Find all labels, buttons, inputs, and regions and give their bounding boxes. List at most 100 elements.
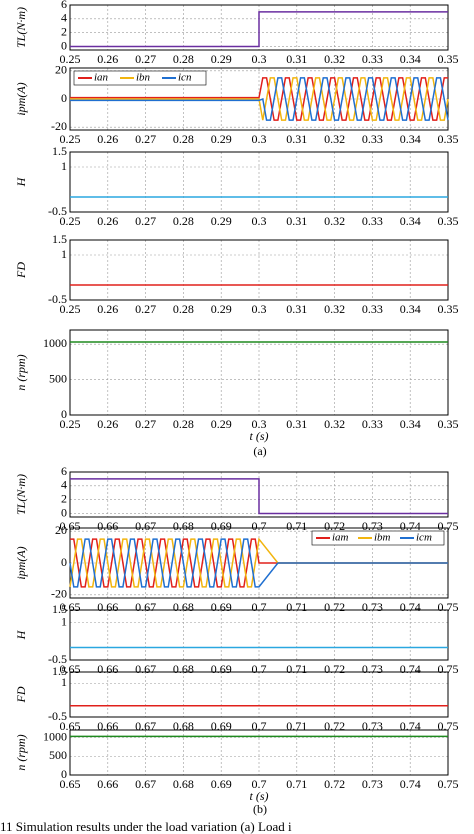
x-tick-label: 0.33	[362, 214, 383, 228]
y-tick-label: 6	[61, 464, 67, 478]
x-tick-label: 0.73	[362, 719, 383, 733]
y-tick-label: 20	[55, 63, 67, 77]
y-tick-label: -0.5	[48, 292, 67, 306]
x-tick-label: 0.35	[438, 417, 459, 431]
x-tick-label: 0.32	[324, 417, 345, 431]
x-tick-label: 0.25	[60, 417, 81, 431]
y-tick-label: 2	[61, 491, 67, 505]
x-tick-label: 0.29	[211, 52, 232, 66]
x-tick-label: 0.34	[400, 52, 421, 66]
x-tick-label: 0.75	[438, 719, 459, 733]
x-tick-label: 0.25	[60, 132, 81, 146]
x-tick-label: 0.25	[60, 52, 81, 66]
legend-label: icn	[178, 72, 192, 84]
y-axis-label: H	[14, 176, 28, 187]
x-tick-label: 0.66	[97, 777, 118, 791]
x-tick-label: 0.35	[438, 52, 459, 66]
x-tick-label: 0.71	[286, 719, 307, 733]
y-axis-label: n (rpm)	[14, 734, 28, 770]
x-tick-label: 0.33	[362, 52, 383, 66]
x-tick-label: 0.73	[362, 519, 383, 533]
y-axis-label: FD	[14, 262, 28, 279]
x-tick-label: 0.31	[286, 417, 307, 431]
x-tick-label: 0.65	[60, 719, 81, 733]
panel-caption: (a)	[253, 444, 266, 458]
y-axis-label: TL(N·m)	[14, 7, 28, 48]
x-tick-label: 0.28	[173, 417, 194, 431]
x-tick-label: 0.68	[173, 519, 194, 533]
x-tick-label: 0.75	[438, 519, 459, 533]
x-tick-label: 0.33	[362, 302, 383, 316]
x-tick-label: 0.33	[362, 132, 383, 146]
x-tick-label: 0.26	[97, 417, 118, 431]
x-tick-label: 0.32	[324, 302, 345, 316]
x-tick-label: 0.31	[286, 52, 307, 66]
y-tick-label: 0	[61, 767, 67, 781]
y-tick-label: 1	[61, 614, 67, 628]
x-tick-label: 0.29	[211, 302, 232, 316]
x-tick-label: 0.28	[173, 52, 194, 66]
data-line	[69, 537, 448, 588]
x-tick-label: 0.27	[135, 417, 156, 431]
y-tick-label: -0.5	[48, 652, 67, 666]
plot-frame	[69, 151, 449, 213]
y-tick-label: -0.5	[48, 204, 67, 218]
x-tick-label: 0.27	[135, 302, 156, 316]
x-tick-label: 0.31	[286, 214, 307, 228]
x-tick-label: 0.29	[211, 417, 232, 431]
x-tick-label: 0.32	[324, 52, 345, 66]
y-tick-label: 1.5	[52, 602, 67, 616]
x-axis-label: t (s)	[250, 789, 269, 803]
x-tick-label: 0.25	[60, 302, 81, 316]
legend-label: ibn	[136, 72, 151, 84]
x-tick-label: 0.26	[97, 132, 118, 146]
x-tick-label: 0.67	[135, 719, 156, 733]
x-tick-label: 0.31	[286, 132, 307, 146]
x-tick-label: 0.72	[324, 519, 345, 533]
x-tick-label: 0.26	[97, 302, 118, 316]
x-tick-label: 0.73	[362, 777, 383, 791]
plot-frame	[69, 671, 449, 718]
x-tick-label: 0.69	[211, 719, 232, 733]
plot-frame	[69, 729, 449, 776]
data-line	[69, 538, 448, 588]
x-tick-label: 0.25	[60, 214, 81, 228]
y-tick-label: 1.5	[52, 664, 67, 678]
x-tick-label: 0.34	[400, 302, 421, 316]
data-line	[70, 11, 448, 48]
y-axis-label: TL(N·m)	[14, 474, 28, 515]
plot-frame	[69, 471, 449, 518]
x-tick-label: 0.32	[324, 132, 345, 146]
x-tick-label: 0.3	[252, 417, 267, 431]
x-tick-label: 0.31	[286, 302, 307, 316]
y-tick-label: 1	[61, 247, 67, 261]
x-tick-label: 0.68	[173, 777, 194, 791]
y-tick-label: 0	[61, 555, 67, 569]
plot-frame	[69, 329, 449, 416]
panel-caption: (b)	[253, 802, 267, 816]
legend-label: ian	[94, 72, 109, 84]
y-tick-label: 2	[61, 24, 67, 38]
x-tick-label: 0.3	[252, 302, 267, 316]
y-tick-label: 1	[61, 675, 67, 689]
x-tick-label: 0.34	[400, 214, 421, 228]
x-tick-label: 0.3	[252, 52, 267, 66]
y-tick-label: -20	[51, 587, 67, 601]
x-tick-label: 0.65	[60, 519, 81, 533]
x-tick-label: 0.26	[97, 214, 118, 228]
x-tick-label: 0.68	[173, 719, 194, 733]
x-tick-label: 0.7	[252, 719, 267, 733]
data-line	[70, 77, 449, 121]
y-tick-label: 1000	[43, 729, 67, 743]
x-tick-label: 0.28	[173, 132, 194, 146]
x-tick-label: 0.74	[400, 777, 421, 791]
x-tick-label: 0.66	[97, 519, 118, 533]
x-tick-label: 0.3	[252, 214, 267, 228]
plot-frame	[69, 4, 449, 51]
x-tick-label: 0.69	[211, 519, 232, 533]
y-axis-label: FD	[14, 686, 28, 703]
y-tick-label: 500	[49, 748, 67, 762]
x-tick-label: 0.26	[97, 52, 118, 66]
y-tick-label: 1000	[43, 336, 67, 350]
